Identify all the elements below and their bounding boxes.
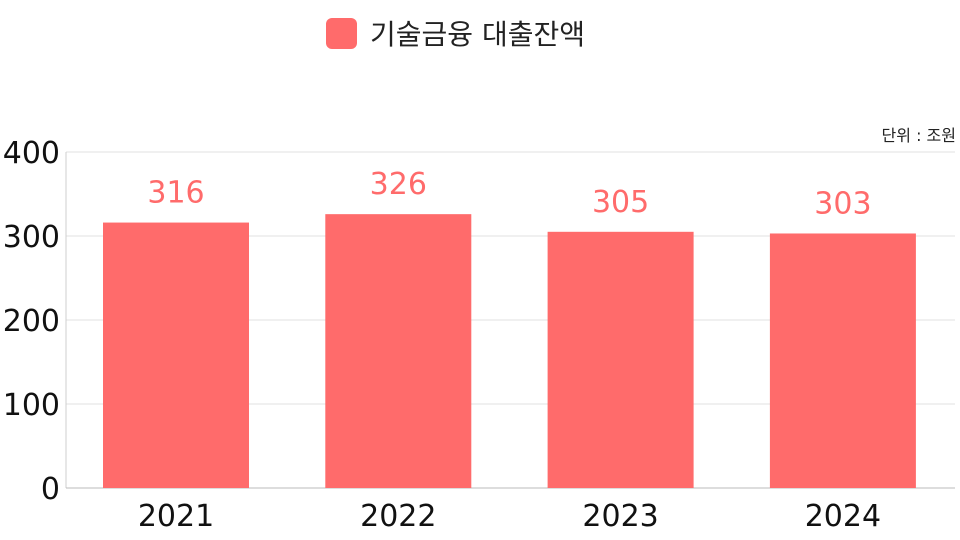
y-tick-label: 0 — [41, 472, 60, 507]
x-tick-label: 2023 — [582, 499, 658, 534]
bar-2023 — [547, 231, 694, 489]
x-tick-label: 2024 — [805, 499, 881, 534]
data-label: 316 — [147, 176, 204, 211]
y-tick-label: 400 — [3, 136, 60, 171]
bar-2022 — [325, 214, 472, 488]
data-label: 326 — [370, 167, 427, 202]
y-tick-label: 300 — [3, 220, 60, 255]
x-tick-label: 2022 — [360, 499, 436, 534]
y-tick-label: 100 — [3, 388, 60, 423]
data-label: 303 — [814, 186, 871, 221]
legend-label: 기술금융 대출잔액 — [370, 18, 585, 51]
legend-swatch — [326, 17, 357, 49]
unit-note: 단위 : 조원 — [881, 126, 956, 145]
data-label: 305 — [592, 185, 649, 220]
legend: 기술금융 대출잔액 — [326, 14, 585, 52]
bar-2024 — [769, 233, 916, 488]
y-tick-label: 200 — [3, 304, 60, 339]
x-tick-label: 2021 — [138, 499, 214, 534]
bar-2021 — [103, 222, 249, 488]
